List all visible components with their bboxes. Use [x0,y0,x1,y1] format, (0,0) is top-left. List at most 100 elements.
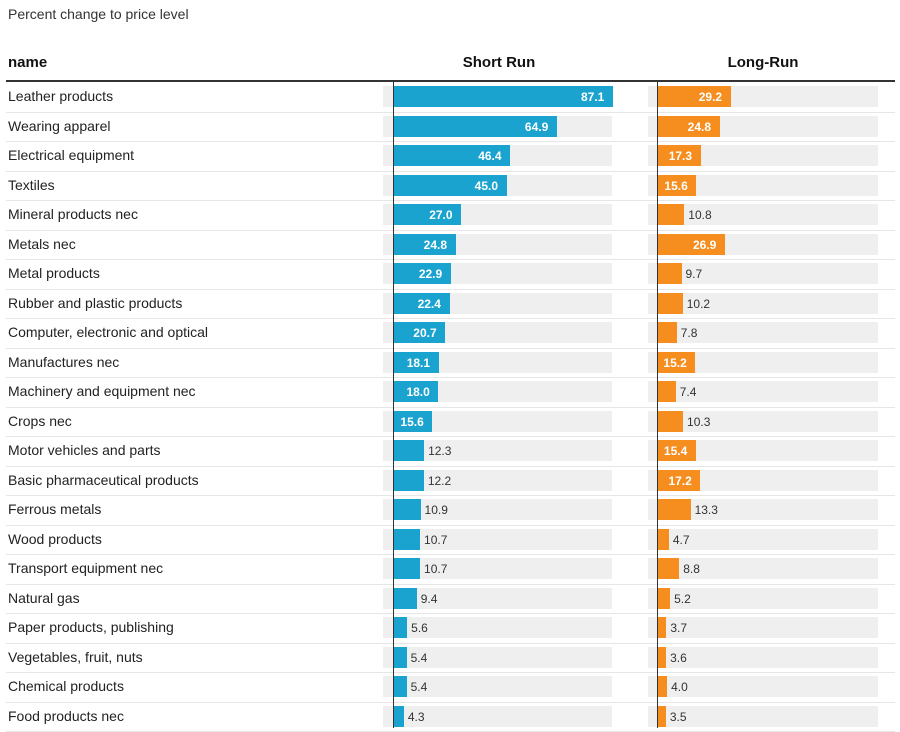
short-run-bar-label: 9.4 [421,592,438,606]
long-run-bar-label: 4.7 [673,533,690,547]
table-row: Computer, electronic and optical 20.7 7.8 [6,318,895,349]
long-run-zero-axis [657,82,658,728]
row-category-label: Vegetables, fruit, nuts [8,649,143,665]
short-run-bar[interactable] [393,558,420,579]
long-run-bar[interactable] [657,558,679,579]
row-category-label: Natural gas [8,590,80,606]
row-category-label: Mineral products nec [8,206,138,222]
short-run-bar-label: 5.4 [411,651,428,665]
long-run-bar-label: 7.8 [681,326,698,340]
short-run-bar-label: 24.8 [424,238,447,252]
row-category-label: Metals nec [8,236,76,252]
column-header-short-run[interactable]: Short Run [393,54,605,71]
short-run-bar-label: 12.3 [428,444,451,458]
long-run-bar[interactable] [657,411,683,432]
long-run-track [648,263,878,284]
table-row: Basic pharmaceutical products 12.2 17.2 [6,466,895,497]
row-category-label: Wood products [8,531,102,547]
short-run-bar[interactable] [393,470,424,491]
long-run-bar[interactable] [657,263,682,284]
long-run-bar[interactable] [657,676,667,697]
long-run-bar-label: 7.4 [680,385,697,399]
row-category-label: Paper products, publishing [8,619,174,635]
row-category-label: Textiles [8,177,55,193]
short-run-bar[interactable] [393,676,407,697]
short-run-bar-label: 20.7 [413,326,436,340]
short-run-bar-label: 45.0 [475,179,498,193]
long-run-bar-label: 15.4 [664,444,687,458]
long-run-bar-label: 10.8 [688,208,711,222]
short-run-bar-label: 22.4 [418,297,441,311]
long-run-bar[interactable] [657,381,676,402]
row-category-label: Computer, electronic and optical [8,324,208,340]
table-row: Mineral products nec 27.0 10.8 [6,200,895,231]
long-run-bar-label: 24.8 [688,120,711,134]
long-run-bar-label: 3.7 [670,621,687,635]
short-run-bar-label: 15.6 [400,415,423,429]
row-category-label: Leather products [8,88,113,104]
long-run-bar-label: 15.2 [663,356,686,370]
long-run-bar[interactable] [657,706,666,727]
long-run-bar-label: 5.2 [674,592,691,606]
table-row: Paper products, publishing 5.6 3.7 [6,613,895,644]
table-row: Wearing apparel 64.9 24.8 [6,112,895,143]
long-run-bar-label: 4.0 [671,680,688,694]
short-run-bar[interactable] [393,617,407,638]
long-run-bar[interactable] [657,529,669,550]
row-category-label: Rubber and plastic products [8,295,182,311]
short-run-bar-label: 10.7 [424,533,447,547]
row-category-label: Crops nec [8,413,72,429]
table-row: Machinery and equipment nec 18.0 7.4 [6,377,895,408]
row-category-label: Ferrous metals [8,501,101,517]
short-run-bar[interactable] [393,588,417,609]
long-run-bar[interactable] [657,588,670,609]
long-run-bar[interactable] [657,322,677,343]
long-run-bar-label: 8.8 [683,562,700,576]
short-run-bar-label: 87.1 [581,90,604,104]
short-run-bar[interactable] [393,529,420,550]
long-run-bar[interactable] [657,617,666,638]
short-run-bar[interactable] [393,647,407,668]
chart-subtitle: Percent change to price level [8,6,189,22]
column-header-name[interactable]: name [8,54,47,71]
table-row: Chemical products 5.4 4.0 [6,672,895,703]
row-category-label: Chemical products [8,678,124,694]
long-run-bar[interactable] [657,499,691,520]
short-run-bar-label: 10.7 [424,562,447,576]
long-run-bar-label: 10.3 [687,415,710,429]
short-run-track [383,588,612,609]
long-run-bar-label: 15.6 [664,179,687,193]
table-row: Wood products 10.7 4.7 [6,525,895,556]
row-category-label: Metal products [8,265,100,281]
table-row: Crops nec 15.6 10.3 [6,407,895,438]
short-run-bar-label: 27.0 [429,208,452,222]
short-run-bar-label: 64.9 [525,120,548,134]
row-category-label: Wearing apparel [8,118,110,134]
column-header-long-run[interactable]: Long-Run [657,54,869,71]
row-category-label: Machinery and equipment nec [8,383,196,399]
row-category-label: Electrical equipment [8,147,134,163]
short-run-bar-label: 5.4 [411,680,428,694]
long-run-bar[interactable] [657,204,684,225]
long-run-bar[interactable] [657,293,683,314]
row-category-label: Food products nec [8,708,124,724]
row-category-label: Basic pharmaceutical products [8,472,199,488]
long-run-bar-label: 13.3 [695,503,718,517]
short-run-bar-label: 5.6 [411,621,428,635]
short-run-bar-label: 4.3 [408,710,425,724]
row-category-label: Transport equipment nec [8,560,163,576]
short-run-zero-axis [393,82,394,728]
long-run-bar-label: 17.2 [668,474,691,488]
short-run-bar-label: 12.2 [428,474,451,488]
short-run-bar[interactable] [393,499,421,520]
table-row: Transport equipment nec 10.7 8.8 [6,554,895,585]
short-run-bar[interactable] [393,440,424,461]
short-run-bar[interactable] [393,706,404,727]
short-run-bar[interactable] [393,86,613,107]
long-run-bar[interactable] [657,647,666,668]
table-row: Natural gas 9.4 5.2 [6,584,895,615]
short-run-bar-label: 18.0 [406,385,429,399]
